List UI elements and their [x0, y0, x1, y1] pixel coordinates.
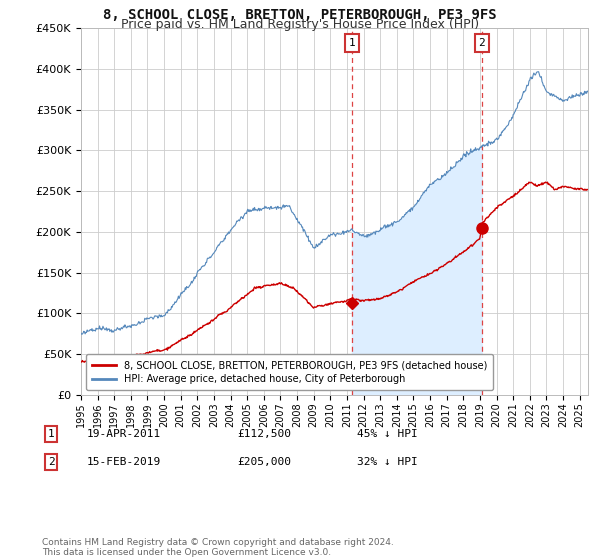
Text: Price paid vs. HM Land Registry's House Price Index (HPI): Price paid vs. HM Land Registry's House …: [121, 18, 479, 31]
Legend: 8, SCHOOL CLOSE, BRETTON, PETERBOROUGH, PE3 9FS (detached house), HPI: Average p: 8, SCHOOL CLOSE, BRETTON, PETERBOROUGH, …: [86, 354, 493, 390]
Text: 8, SCHOOL CLOSE, BRETTON, PETERBOROUGH, PE3 9FS: 8, SCHOOL CLOSE, BRETTON, PETERBOROUGH, …: [103, 8, 497, 22]
Text: £205,000: £205,000: [237, 457, 291, 467]
Text: 1: 1: [349, 38, 355, 48]
Text: Contains HM Land Registry data © Crown copyright and database right 2024.
This d: Contains HM Land Registry data © Crown c…: [42, 538, 394, 557]
Text: 45% ↓ HPI: 45% ↓ HPI: [357, 429, 418, 439]
Text: 2: 2: [47, 457, 55, 467]
Text: 1: 1: [47, 429, 55, 439]
Text: 19-APR-2011: 19-APR-2011: [87, 429, 161, 439]
Text: 32% ↓ HPI: 32% ↓ HPI: [357, 457, 418, 467]
Text: 15-FEB-2019: 15-FEB-2019: [87, 457, 161, 467]
Text: £112,500: £112,500: [237, 429, 291, 439]
Text: 2: 2: [479, 38, 485, 48]
